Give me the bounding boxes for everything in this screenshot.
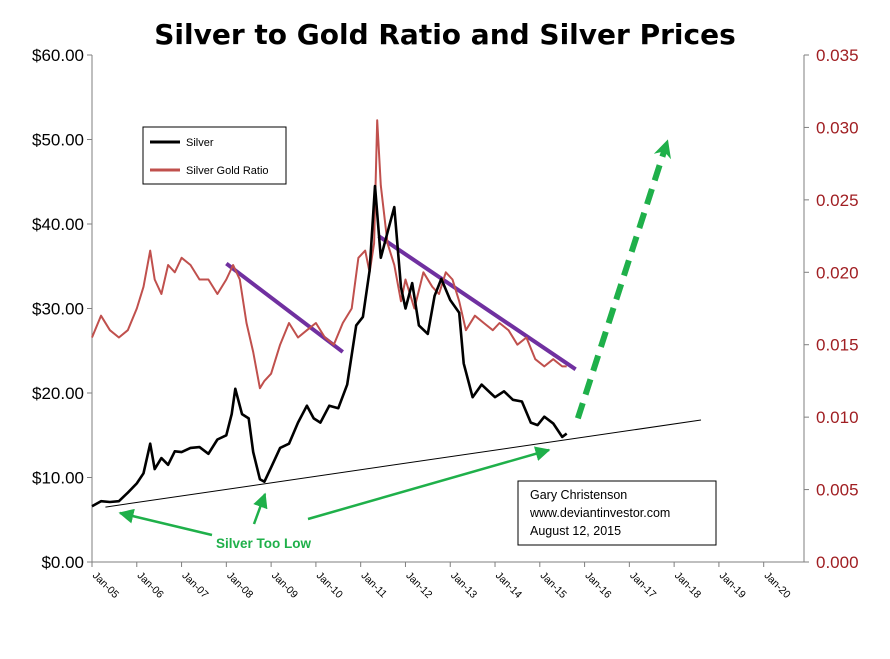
legend: Silver Silver Gold Ratio — [142, 126, 287, 185]
x-tick-label: Jan-17 — [627, 570, 658, 601]
series-ratio-line — [91, 119, 567, 390]
series-group — [91, 119, 568, 508]
left-tick-label: $50.00 — [32, 131, 84, 150]
x-tick-label: Jan-15 — [538, 570, 569, 601]
left-tick-label: $20.00 — [32, 384, 84, 403]
trendline-group — [105, 139, 702, 508]
legend-silver-label: Silver — [186, 137, 214, 149]
annotation-arrow-2005 — [118, 508, 213, 537]
x-tick-label: Jan-11 — [359, 570, 390, 601]
annotation-silver-too-low: Silver Too Low — [118, 446, 551, 551]
right-tick-label: 0.010 — [816, 408, 859, 427]
trendline-ratio-down-2 — [377, 234, 577, 371]
right-tick-label: 0.020 — [816, 263, 859, 282]
left-tick-label: $40.00 — [32, 215, 84, 234]
note-author: Gary Christenson — [530, 488, 627, 502]
series-silver-line — [91, 184, 568, 508]
annotation-label: Silver Too Low — [216, 536, 312, 551]
left-tick-label: $60.00 — [32, 46, 84, 65]
note-date: August 12, 2015 — [530, 524, 621, 538]
x-tick-label: Jan-14 — [493, 570, 524, 601]
note-box — [517, 480, 717, 546]
trendline-ratio-down-1 — [225, 262, 344, 354]
chart-title: Silver to Gold Ratio and Silver Prices — [154, 18, 736, 51]
trendline-support — [105, 419, 702, 508]
author-note: Gary Christenson www.deviantinvestor.com… — [517, 480, 717, 546]
trendline-projection — [575, 139, 671, 420]
x-tick-label: Jan-06 — [135, 570, 166, 601]
left-tick-label: $30.00 — [32, 300, 84, 319]
x-tick-label: Jan-13 — [448, 570, 479, 601]
x-tick-label: Jan-20 — [762, 570, 793, 601]
x-tick-label: Jan-09 — [269, 570, 300, 601]
right-tick-label: 0.005 — [816, 481, 859, 500]
annotation-arrow-2009 — [252, 492, 268, 525]
note-website: www.deviantinvestor.com — [529, 506, 670, 520]
x-tick-label: Jan-08 — [224, 570, 255, 601]
right-tick-label: 0.015 — [816, 336, 859, 355]
x-tick-label: Jan-19 — [717, 570, 748, 601]
right-tick-label: 0.000 — [816, 553, 859, 572]
x-tick-label: Jan-16 — [582, 570, 613, 601]
annotation-arrow-2015 — [307, 446, 551, 521]
right-tick-label: 0.030 — [816, 118, 859, 137]
legend-ratio-label: Silver Gold Ratio — [186, 165, 269, 177]
x-tick-label: Jan-10 — [314, 570, 345, 601]
x-tick-group: Jan-05 Jan-06 Jan-07 Jan-08 Jan-09 Jan-10 Jan-… — [90, 562, 793, 601]
right-tick-group: 0.000 0.005 0.010 0.015 0.020 0.025 0.030 0.035 — [804, 46, 859, 572]
x-tick-label: Jan-07 — [179, 570, 210, 601]
x-tick-label: Jan-18 — [672, 570, 703, 601]
legend-box — [142, 126, 287, 185]
left-tick-label: $0.00 — [41, 553, 84, 572]
left-tick-group: $0.00 $10.00 $20.00 $30.00 $40.00 $50.00 $60.0… — [32, 46, 92, 572]
x-tick-label: Jan-05 — [90, 570, 121, 601]
right-tick-label: 0.035 — [816, 46, 859, 65]
right-tick-label: 0.025 — [816, 191, 859, 210]
left-tick-label: $10.00 — [32, 469, 84, 488]
x-tick-label: Jan-12 — [403, 570, 434, 601]
